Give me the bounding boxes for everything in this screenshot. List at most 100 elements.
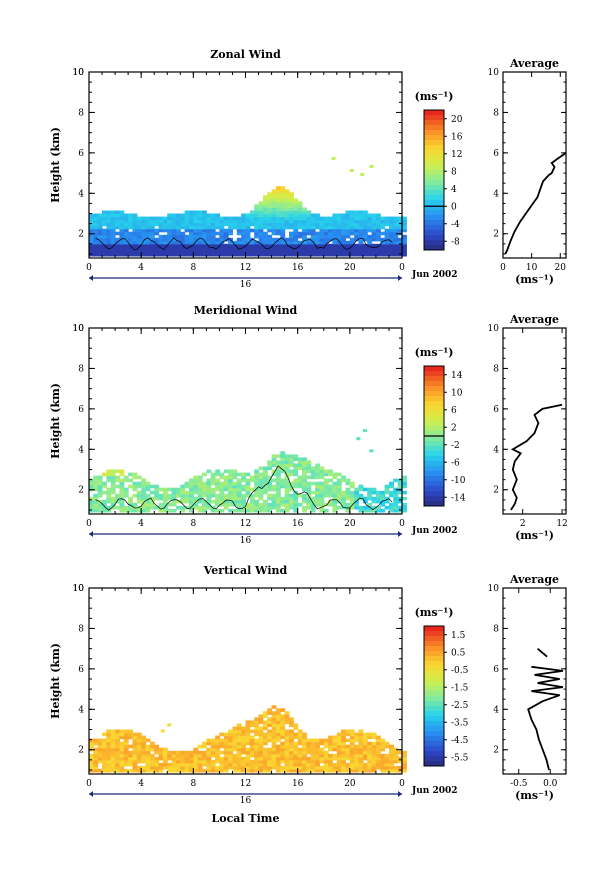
heat-cell (223, 738, 229, 743)
heat-cell (349, 210, 355, 215)
heat-cell (367, 756, 373, 761)
heat-cell (284, 484, 290, 489)
heat-cell (293, 481, 299, 486)
heat-cell (289, 750, 294, 755)
heat-cell (215, 225, 220, 230)
heat-cell (89, 744, 94, 749)
heat-cell (332, 753, 338, 758)
heat-cell (258, 732, 264, 737)
heat-cell (323, 762, 329, 767)
heat-cell (267, 493, 273, 498)
heat-cell (228, 475, 233, 480)
day-bar-arrow-left (89, 531, 93, 537)
heat-cell (267, 765, 273, 770)
heat-cell (123, 252, 129, 257)
heat-cell (202, 216, 207, 221)
heat-cell (310, 472, 316, 477)
heat-cell (349, 738, 355, 743)
heat-cell (336, 219, 342, 224)
heat-cell (332, 499, 338, 504)
heat-cell (236, 231, 242, 236)
heat-cell (189, 496, 194, 501)
heat-cell (262, 756, 268, 761)
heat-cell (271, 729, 277, 734)
heat-cell (315, 481, 320, 486)
heat-cell (202, 240, 207, 245)
heat-cell (106, 222, 112, 227)
heat-cell (315, 490, 320, 495)
heat-cell (262, 466, 268, 471)
heat-cell (136, 765, 142, 770)
heat-cell (193, 762, 199, 767)
heat-cell (275, 198, 281, 202)
heat-cell (236, 496, 242, 501)
heat-cell (371, 496, 377, 501)
heat-cell (319, 222, 325, 227)
heat-cell (89, 505, 94, 510)
heat-cell (375, 750, 381, 755)
heat-cell (215, 765, 220, 770)
heat-cell (389, 747, 394, 752)
colorbar-swatch (424, 225, 444, 231)
heat-cell (167, 508, 173, 513)
heat-cell (315, 759, 320, 764)
heat-cell (332, 768, 338, 773)
heat-cell (254, 768, 260, 773)
heat-cell (258, 496, 264, 501)
heat-cell (354, 493, 360, 498)
heat-cell (167, 225, 173, 230)
y-tick-label: 4 (78, 189, 84, 199)
heat-cell (393, 765, 399, 770)
heat-cell (367, 234, 373, 239)
heat-cell (375, 499, 381, 504)
heat-cell (141, 750, 147, 755)
heat-cell (336, 246, 342, 251)
heat-cell (323, 469, 329, 474)
heat-cell (141, 759, 147, 764)
heat-cell (189, 237, 194, 242)
heat-cell (271, 243, 277, 248)
heat-cell (354, 750, 360, 755)
heat-cell (236, 741, 242, 746)
heat-cell (189, 753, 194, 758)
heat-cell (223, 496, 229, 501)
heat-cell (128, 729, 133, 734)
heat-cell (375, 765, 381, 770)
heat-cell (115, 768, 120, 773)
heat-cell (149, 741, 155, 746)
heat-cell (93, 753, 99, 758)
heat-cell (215, 484, 220, 489)
heat-cell (128, 505, 133, 510)
heat-cell (284, 508, 290, 513)
heat-cell (354, 210, 360, 215)
heat-cell (158, 246, 164, 251)
heat-cell (254, 490, 260, 495)
heat-cell (162, 252, 168, 257)
heat-cell (371, 732, 377, 737)
heat-cell (284, 762, 290, 767)
heat-cell (267, 237, 273, 242)
heat-cell (223, 765, 229, 770)
heat-cell (215, 231, 220, 236)
heat-cell (319, 499, 325, 504)
heat-cell (280, 240, 286, 245)
heat-cell (254, 475, 260, 480)
heat-cell (119, 210, 125, 215)
heat-cell (115, 765, 120, 770)
heat-cell (380, 508, 386, 513)
heat-cell (402, 759, 407, 764)
heat-cell (119, 237, 125, 242)
heat-cell (371, 225, 377, 230)
y-tick-label: 2 (78, 746, 84, 756)
heat-cell (375, 228, 381, 233)
heat-cell (293, 753, 299, 758)
heat-cell (241, 508, 247, 513)
average-x-label: (ms⁻¹) (515, 529, 554, 542)
heat-cell (354, 505, 360, 510)
heat-cell (162, 753, 168, 758)
heat-cell (262, 472, 268, 477)
heat-cell (315, 738, 320, 743)
heat-cell (315, 496, 320, 501)
heat-cell (315, 765, 320, 770)
heat-cell (189, 484, 194, 489)
